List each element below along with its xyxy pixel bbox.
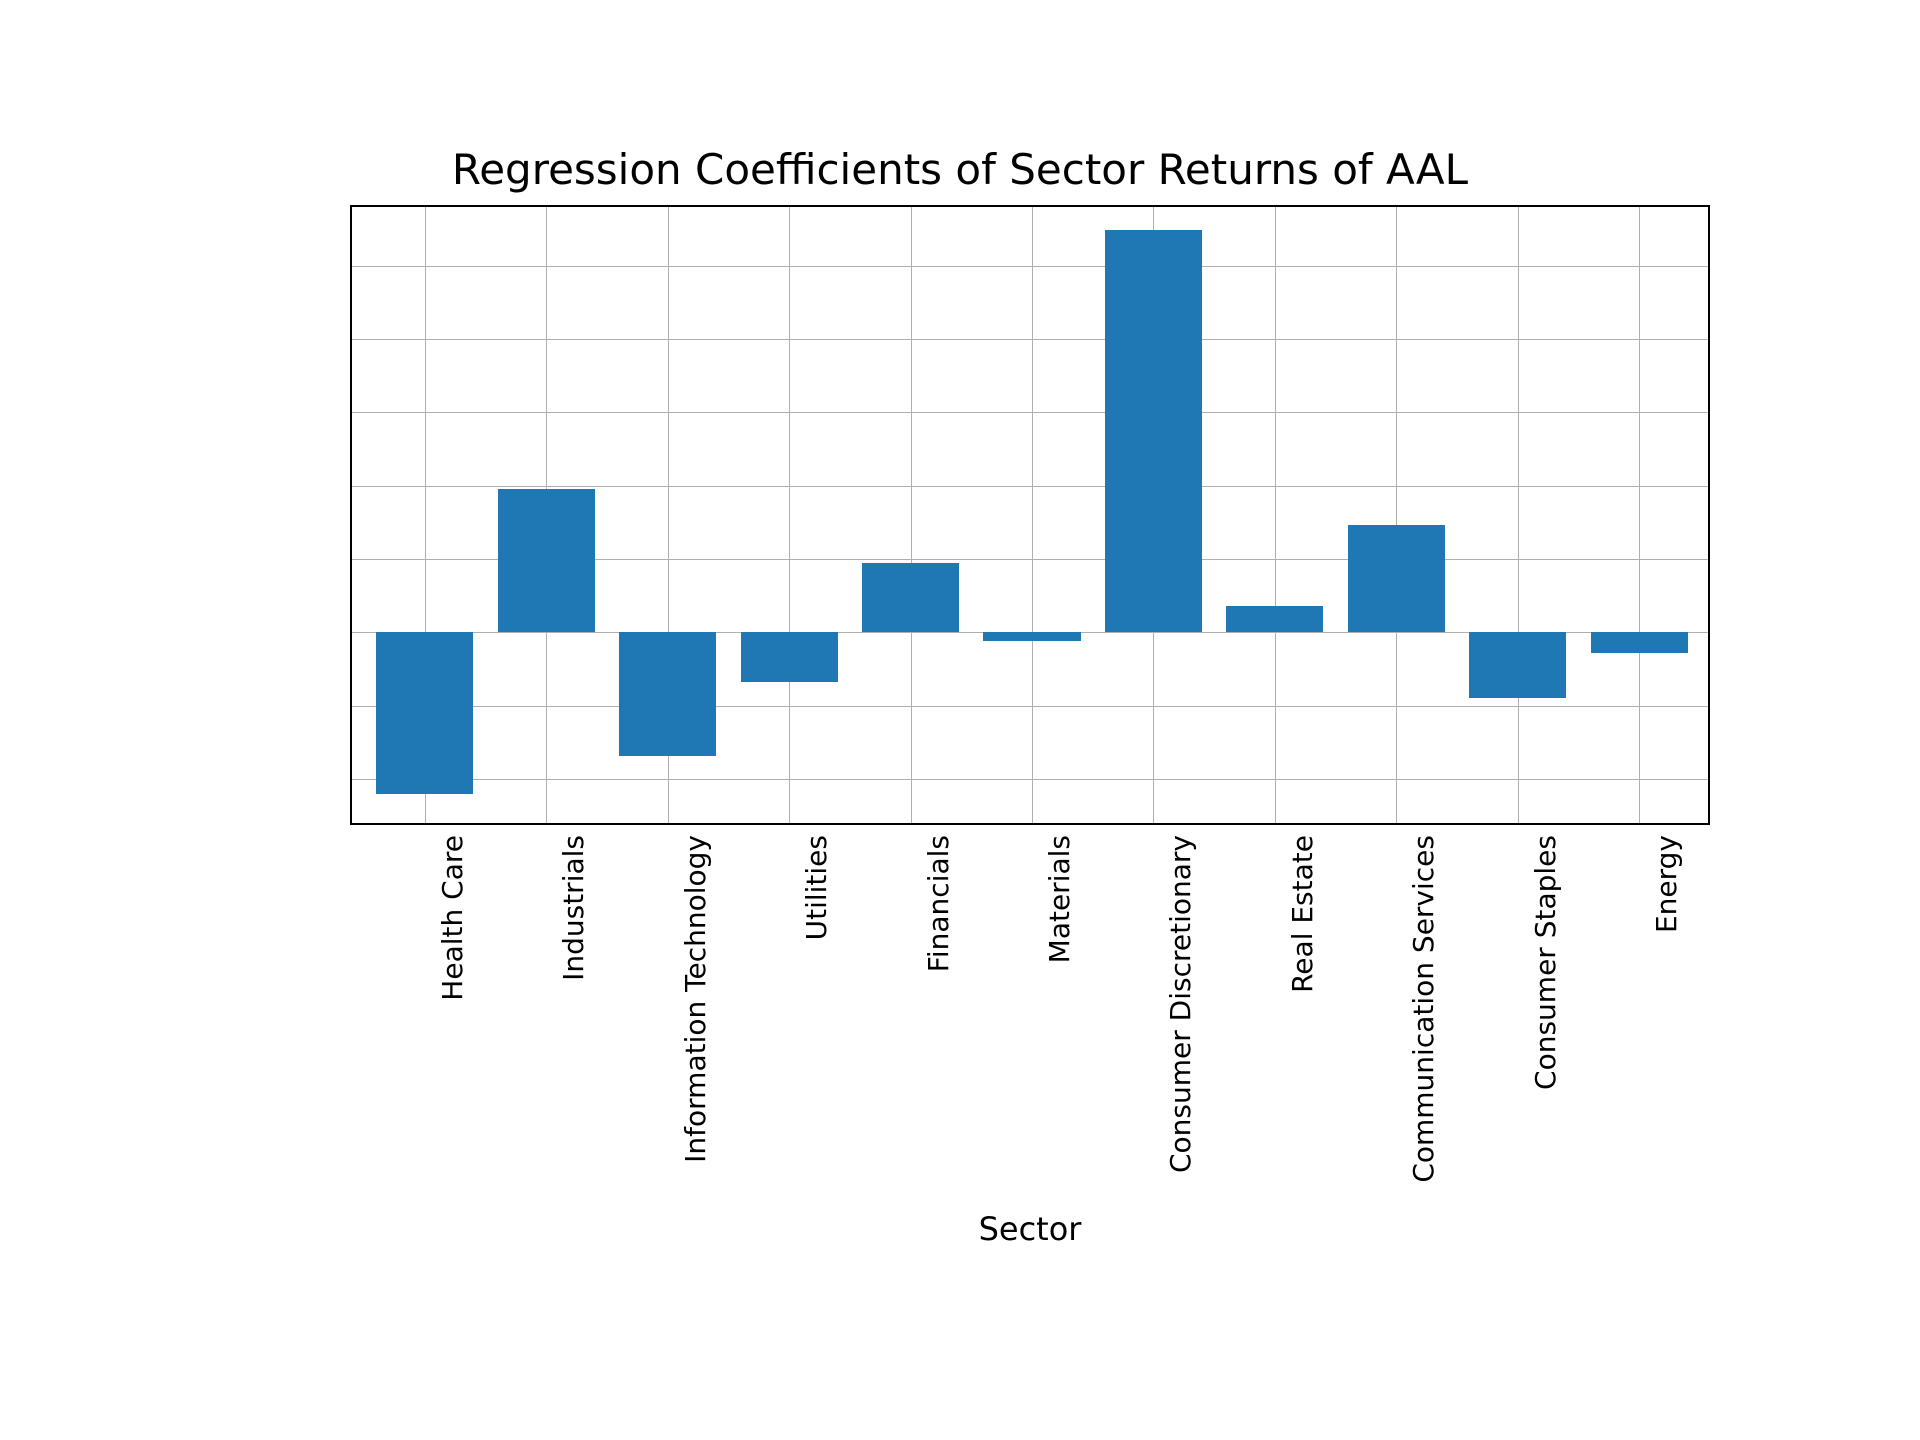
bar	[862, 563, 959, 632]
y-tick-mark	[350, 266, 352, 268]
gridline-horizontal	[352, 486, 1708, 487]
gridline-vertical	[1396, 207, 1397, 823]
chart-title: Regression Coefficients of Sector Return…	[190, 145, 1730, 194]
bar	[1469, 632, 1566, 698]
x-tick-mark	[1639, 823, 1641, 825]
bar	[498, 489, 595, 633]
bar	[1348, 525, 1445, 632]
gridline-horizontal	[352, 266, 1708, 267]
x-tick-label: Consumer Staples	[1529, 835, 1562, 1090]
x-tick-label: Energy	[1650, 835, 1683, 933]
x-tick-mark	[546, 823, 548, 825]
y-tick-mark	[350, 706, 352, 708]
x-tick-label: Materials	[1043, 835, 1076, 963]
x-tick-mark	[1275, 823, 1277, 825]
gridline-vertical	[789, 207, 790, 823]
y-tick-mark	[350, 339, 352, 341]
y-tick-mark	[350, 486, 352, 488]
plot-area: −0.50−0.250.000.250.500.751.001.25	[350, 205, 1710, 825]
bar	[376, 632, 473, 793]
y-tick-mark	[350, 779, 352, 781]
bar	[1591, 632, 1688, 653]
x-tick-label: Communication Services	[1407, 835, 1440, 1183]
gridline-horizontal	[352, 412, 1708, 413]
x-tick-mark	[668, 823, 670, 825]
gridline-vertical	[1518, 207, 1519, 823]
y-tick-mark	[350, 559, 352, 561]
bar	[1105, 230, 1202, 632]
gridline-horizontal	[352, 706, 1708, 707]
gridline-vertical	[1275, 207, 1276, 823]
x-tick-mark	[425, 823, 427, 825]
x-tick-mark	[1396, 823, 1398, 825]
chart-container: Regression Coefficients of Sector Return…	[190, 145, 1730, 1295]
x-tick-label: Industrials	[557, 835, 590, 981]
x-tick-mark	[1153, 823, 1155, 825]
x-tick-label: Information Technology	[679, 835, 712, 1163]
bar	[1226, 606, 1323, 632]
bar	[741, 632, 838, 682]
gridline-vertical	[1032, 207, 1033, 823]
x-axis-label: Sector	[350, 1210, 1710, 1248]
x-tick-mark	[1518, 823, 1520, 825]
x-tick-label: Financials	[922, 835, 955, 972]
bar	[983, 632, 1080, 641]
y-tick-mark	[350, 412, 352, 414]
x-tick-mark	[911, 823, 913, 825]
x-tick-mark	[789, 823, 791, 825]
bar	[619, 632, 716, 755]
x-tick-label: Health Care	[436, 835, 469, 1001]
x-tick-mark	[1032, 823, 1034, 825]
gridline-vertical	[911, 207, 912, 823]
x-tick-label: Consumer Discretionary	[1164, 835, 1197, 1173]
gridline-horizontal	[352, 779, 1708, 780]
y-tick-mark	[350, 632, 352, 634]
x-tick-label: Real Estate	[1286, 835, 1319, 993]
gridline-vertical	[1639, 207, 1640, 823]
x-tick-label: Utilities	[800, 835, 833, 940]
gridline-horizontal	[352, 339, 1708, 340]
